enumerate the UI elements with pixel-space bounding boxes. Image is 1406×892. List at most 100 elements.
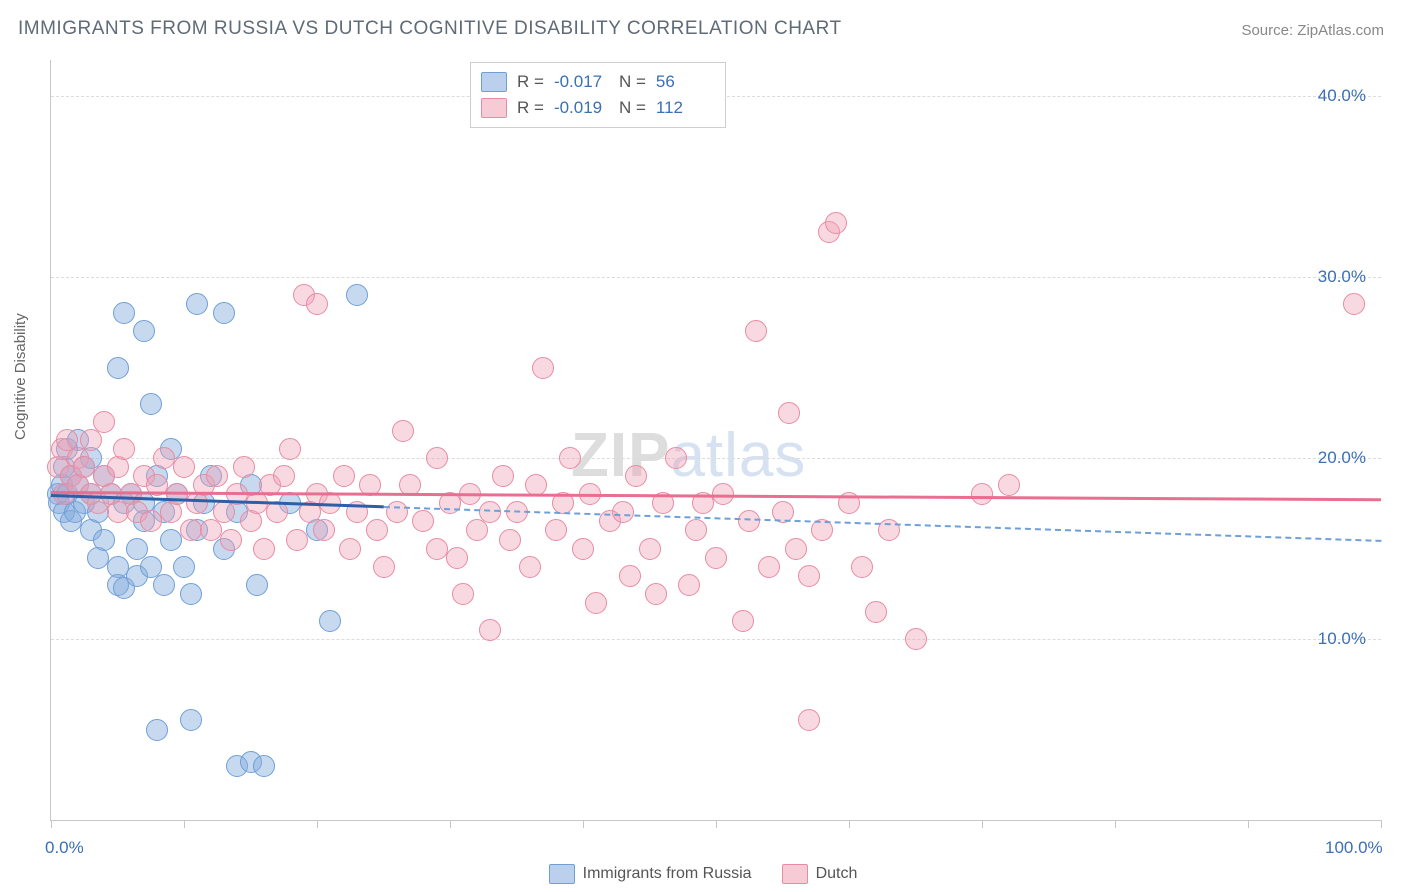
data-point	[426, 538, 448, 560]
data-point	[466, 519, 488, 541]
y-tick-label: 40.0%	[1318, 86, 1366, 106]
data-point	[446, 547, 468, 569]
legend-swatch	[481, 98, 507, 118]
data-point	[639, 538, 661, 560]
x-tick	[1381, 820, 1382, 828]
data-point	[346, 284, 368, 306]
data-point	[213, 501, 235, 523]
data-point	[339, 538, 361, 560]
data-point	[865, 601, 887, 623]
chart-title: IMMIGRANTS FROM RUSSIA VS DUTCH COGNITIV…	[18, 18, 842, 40]
legend-n-label: N =	[619, 98, 646, 118]
data-point	[153, 574, 175, 596]
data-point	[798, 709, 820, 731]
x-tick	[184, 820, 185, 828]
data-point	[246, 574, 268, 596]
data-point	[93, 411, 115, 433]
legend-row: R = -0.017 N = 56	[481, 69, 711, 95]
legend-swatch	[481, 72, 507, 92]
data-point	[113, 438, 135, 460]
data-point	[366, 519, 388, 541]
legend-r-value: -0.019	[554, 98, 609, 118]
watermark-part2: atlas	[670, 421, 806, 490]
data-point	[678, 574, 700, 596]
data-point	[479, 501, 501, 523]
x-tick	[1248, 820, 1249, 828]
data-point	[798, 565, 820, 587]
data-point	[373, 556, 395, 578]
legend-bottom: Immigrants from Russia Dutch	[0, 864, 1406, 884]
y-tick-label: 20.0%	[1318, 448, 1366, 468]
legend-item: Dutch	[782, 864, 858, 884]
data-point	[665, 447, 687, 469]
x-tick	[51, 820, 52, 828]
data-point	[306, 293, 328, 315]
data-point	[200, 519, 222, 541]
data-point	[545, 519, 567, 541]
legend-n-value: 56	[656, 72, 711, 92]
data-point	[905, 628, 927, 650]
data-point	[745, 320, 767, 342]
legend-n-value: 112	[656, 98, 711, 118]
legend-r-label: R =	[517, 72, 544, 92]
watermark: ZIPatlas	[571, 420, 806, 491]
data-point	[785, 538, 807, 560]
data-point	[452, 583, 474, 605]
data-point	[313, 519, 335, 541]
data-point	[153, 447, 175, 469]
data-point	[851, 556, 873, 578]
legend-row: R = -0.019 N = 112	[481, 95, 711, 121]
data-point	[758, 556, 780, 578]
legend-swatch	[782, 864, 808, 884]
data-point	[173, 556, 195, 578]
legend-label: Immigrants from Russia	[583, 865, 752, 883]
data-point	[685, 519, 707, 541]
data-point	[319, 610, 341, 632]
data-point	[160, 529, 182, 551]
data-point	[180, 583, 202, 605]
legend-swatch	[549, 864, 575, 884]
data-point	[971, 483, 993, 505]
source-label: Source: ZipAtlas.com	[1241, 22, 1384, 39]
data-point	[612, 501, 634, 523]
data-point	[738, 510, 760, 532]
data-point	[1343, 293, 1365, 315]
legend-r-value: -0.017	[554, 72, 609, 92]
data-point	[80, 429, 102, 451]
y-tick-label: 30.0%	[1318, 267, 1366, 287]
data-point	[825, 212, 847, 234]
data-point	[180, 519, 202, 541]
plot-area: ZIPatlas 10.0% 20.0% 30.0% 40.0%	[50, 60, 1381, 821]
data-point	[625, 465, 647, 487]
data-point	[778, 402, 800, 424]
data-point	[333, 465, 355, 487]
data-point	[93, 529, 115, 551]
data-point	[146, 719, 168, 741]
data-point	[140, 393, 162, 415]
data-point	[412, 510, 434, 532]
legend-r-label: R =	[517, 98, 544, 118]
data-point	[572, 538, 594, 560]
data-point	[286, 529, 308, 551]
watermark-part1: ZIP	[571, 421, 670, 490]
x-tick	[583, 820, 584, 828]
x-tick	[982, 820, 983, 828]
data-point	[559, 447, 581, 469]
data-point	[392, 420, 414, 442]
x-tick	[317, 820, 318, 828]
x-tick-label: 0.0%	[45, 838, 84, 858]
data-point	[732, 610, 754, 632]
data-point	[140, 510, 162, 532]
data-point	[998, 474, 1020, 496]
data-point	[585, 592, 607, 614]
legend-n-label: N =	[619, 72, 646, 92]
y-axis-label: Cognitive Disability	[12, 313, 29, 440]
data-point	[206, 465, 228, 487]
data-point	[107, 501, 129, 523]
x-tick-label: 100.0%	[1325, 838, 1383, 858]
data-point	[73, 456, 95, 478]
data-point	[180, 709, 202, 731]
y-tick-label: 10.0%	[1318, 629, 1366, 649]
legend-item: Immigrants from Russia	[549, 864, 752, 884]
data-point	[253, 538, 275, 560]
